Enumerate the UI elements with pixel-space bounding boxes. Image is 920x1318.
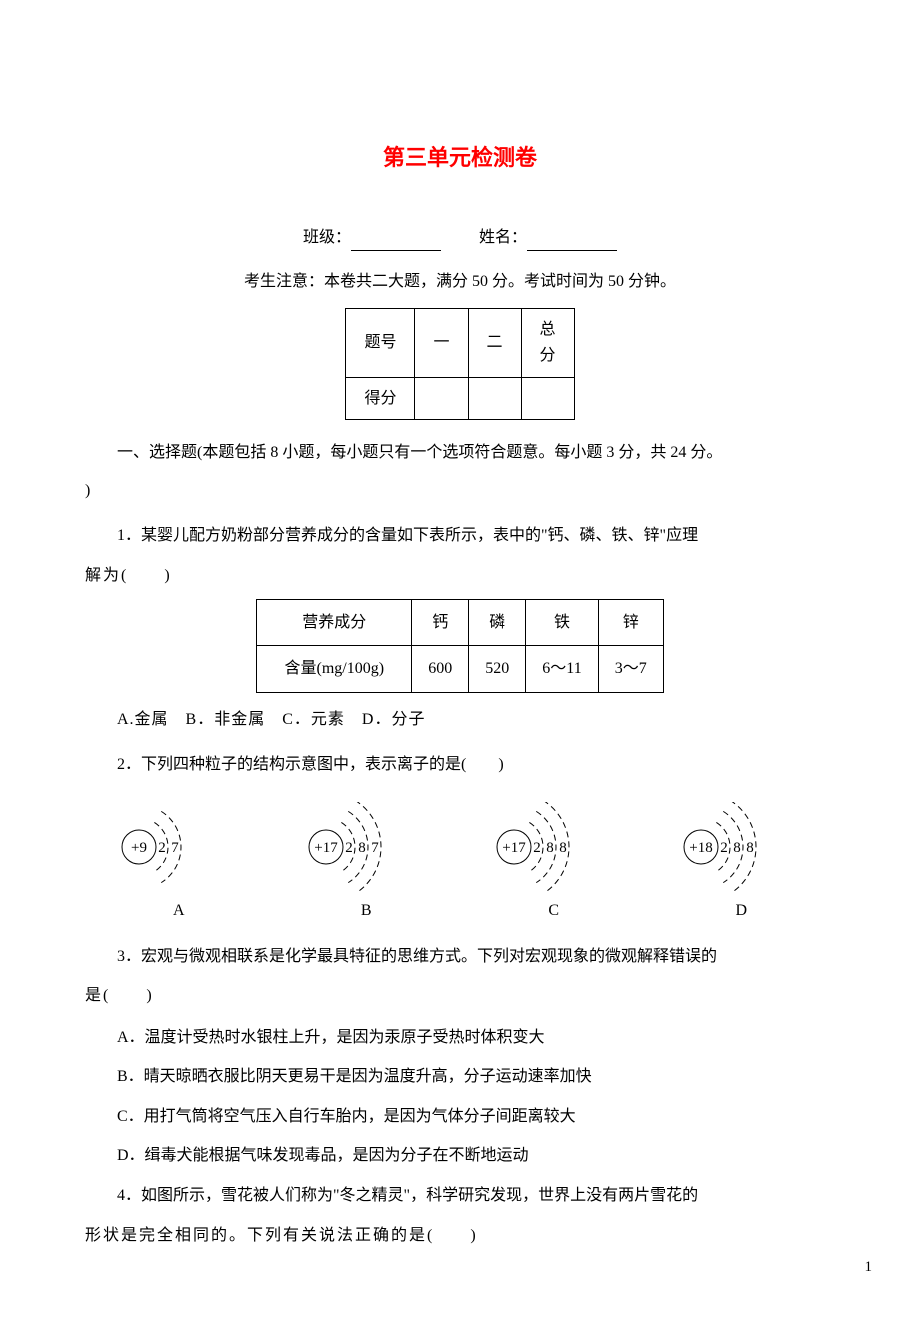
svg-text:8: 8 xyxy=(734,840,742,856)
svg-text:+18: +18 xyxy=(690,840,713,856)
q3-option-b: B．晴天晾晒衣服比阴天更易干是因为温度升高，分子运动速率加快 xyxy=(85,1064,835,1090)
diagram-item-d: +18288D xyxy=(648,802,836,924)
svg-text:2: 2 xyxy=(346,840,354,856)
diagram-label: B xyxy=(273,898,461,924)
question-2: 2．下列四种粒子的结构示意图中，表示离子的是( ) xyxy=(85,752,835,778)
question-1-options: A.金属 B．非金属 C．元素 D．分子 xyxy=(85,707,835,733)
q1-paren: 解为( ) xyxy=(85,567,172,584)
score-cell-blank xyxy=(468,377,521,420)
q3-paren: 是( ) xyxy=(85,987,154,1004)
diagram-item-a: +9 27 A xyxy=(85,802,273,924)
score-cell-blank xyxy=(521,377,574,420)
score-header-0: 题号 xyxy=(346,309,415,377)
score-header-3: 总分 xyxy=(521,309,574,377)
svg-text:2: 2 xyxy=(533,840,541,856)
atom-diagram-d: +18288 xyxy=(671,802,811,892)
svg-text:+17: +17 xyxy=(502,840,526,856)
diagram-item-c: +17288C xyxy=(460,802,648,924)
diagram-label: A xyxy=(85,898,273,924)
nutrition-cell: 磷 xyxy=(469,599,526,646)
svg-text:7: 7 xyxy=(171,840,179,856)
question-1-line1: 1．某婴儿配方奶粉部分营养成分的含量如下表所示，表中的"钙、磷、铁、锌"应理 xyxy=(85,523,835,549)
q3-option-c: C．用打气筒将空气压入自行车胎内，是因为气体分子间距离较大 xyxy=(85,1104,835,1130)
nutrition-cell: 钙 xyxy=(412,599,469,646)
table-row: 营养成分 钙 磷 铁 锌 xyxy=(257,599,663,646)
nutrition-cell: 3～7 xyxy=(598,646,663,693)
svg-text:8: 8 xyxy=(359,840,367,856)
score-row-label: 得分 xyxy=(346,377,415,420)
question-4-line1: 4．如图所示，雪花被人们称为"冬之精灵"，科学研究发现，世界上没有两片雪花的 xyxy=(85,1183,835,1209)
class-name-line: 班级： 姓名： xyxy=(85,225,835,251)
name-blank xyxy=(527,235,617,251)
score-cell-blank xyxy=(415,377,468,420)
page-number: 1 xyxy=(857,1252,881,1282)
atom-diagram-b: +17 287 xyxy=(296,802,436,892)
diagram-label: D xyxy=(648,898,836,924)
q3-option-d: D．缉毒犬能根据气味发现毒品，是因为分子在不断地运动 xyxy=(85,1143,835,1169)
nutrition-cell: 600 xyxy=(412,646,469,693)
diagram-item-b: +17 287 B xyxy=(273,802,461,924)
svg-text:8: 8 xyxy=(546,840,554,856)
atom-diagram-a: +9 27 xyxy=(109,802,249,892)
nutrition-table: 营养成分 钙 磷 铁 锌 含量(mg/100g) 600 520 6～11 3～… xyxy=(256,599,663,693)
diagram-label: C xyxy=(460,898,648,924)
svg-text:2: 2 xyxy=(721,840,729,856)
nutrition-cell: 铁 xyxy=(526,599,598,646)
svg-text:8: 8 xyxy=(747,840,755,856)
exam-notice: 考生注意：本卷共二大题，满分 50 分。考试时间为 50 分钟。 xyxy=(85,269,835,295)
svg-text:+9: +9 xyxy=(131,840,147,856)
atom-diagram-c: +17288 xyxy=(484,802,624,892)
class-blank xyxy=(351,235,441,251)
class-label: 班级： xyxy=(303,229,351,246)
nutrition-cell: 营养成分 xyxy=(257,599,412,646)
nutrition-cell: 含量(mg/100g) xyxy=(257,646,412,693)
q3-option-a: A．温度计受热时水银柱上升，是因为汞原子受热时体积变大 xyxy=(85,1025,835,1051)
nutrition-cell: 6～11 xyxy=(526,646,598,693)
score-header-1: 一 xyxy=(415,309,468,377)
svg-text:+17: +17 xyxy=(315,840,339,856)
question-3-line2: 是( ) xyxy=(85,983,835,1009)
q4-paren: 形状是完全相同的。下列有关说法正确的是( ) xyxy=(85,1227,478,1244)
question-1-line2: 解为( ) xyxy=(85,563,835,589)
section-1-title: 一、选择题(本题包括 8 小题，每小题只有一个选项符合题意。每小题 3 分，共 … xyxy=(85,440,835,466)
atom-diagrams-row: +927A+17287B+17288C+18288D xyxy=(85,792,835,930)
question-3-line1: 3．宏观与微观相联系是化学最具特征的思维方式。下列对宏观现象的微观解释错误的 xyxy=(85,944,835,970)
name-label: 姓名： xyxy=(479,229,527,246)
table-row: 含量(mg/100g) 600 520 6～11 3～7 xyxy=(257,646,663,693)
question-4-line2: 形状是完全相同的。下列有关说法正确的是( ) xyxy=(85,1223,835,1249)
page-title: 第三单元检测卷 xyxy=(85,140,835,175)
score-header-2: 二 xyxy=(468,309,521,377)
table-row: 得分 xyxy=(346,377,574,420)
score-table: 题号 一 二 总分 得分 xyxy=(345,308,574,420)
section-1-paren: ) xyxy=(85,478,835,504)
svg-text:7: 7 xyxy=(372,840,380,856)
svg-text:2: 2 xyxy=(158,840,166,856)
nutrition-cell: 锌 xyxy=(598,599,663,646)
table-row: 题号 一 二 总分 xyxy=(346,309,574,377)
nutrition-cell: 520 xyxy=(469,646,526,693)
q2-text: 2．下列四种粒子的结构示意图中，表示离子的是( ) xyxy=(117,756,504,773)
svg-text:8: 8 xyxy=(559,840,567,856)
